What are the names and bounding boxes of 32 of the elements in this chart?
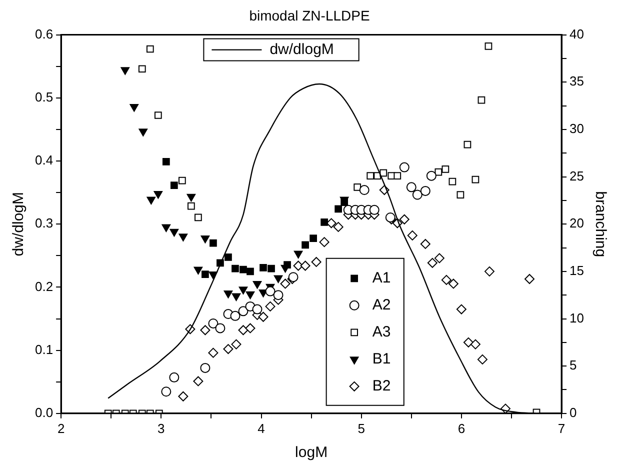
legend-label: B1 <box>372 350 391 368</box>
chart-title: bimodal ZN-LLDPE <box>249 7 370 24</box>
x-axis-title: logM <box>295 444 328 462</box>
y2-tick-label: 35 <box>570 74 584 89</box>
y-axis-title: dw/dlogM <box>10 192 28 256</box>
x-tick-label: 2 <box>57 420 65 436</box>
x-tick-label: 5 <box>358 420 365 436</box>
y-tick-label: 0.5 <box>34 89 54 104</box>
x-tick-label: 4 <box>258 420 265 436</box>
y-tick-label: 0.0 <box>34 404 54 420</box>
y-tick-label: 0.2 <box>34 278 54 294</box>
y-tick-label: 0.3 <box>34 216 54 231</box>
legend-label: A1 <box>372 270 391 287</box>
y-tick-label: 0.1 <box>34 342 54 357</box>
y2-tick-label: 10 <box>570 310 584 326</box>
legend-label: A3 <box>372 324 391 341</box>
y2-axis-title: branching <box>592 191 609 258</box>
legend-label: B2 <box>372 378 391 395</box>
y-tick-label: 0.4 <box>34 152 54 168</box>
y2-tick-label: 5 <box>570 358 577 373</box>
legend-label: A2 <box>372 296 391 314</box>
y2-tick-label: 25 <box>570 168 584 184</box>
y-tick-label: 0.6 <box>34 26 54 42</box>
x-tick-label: 7 <box>558 420 566 436</box>
y2-tick-label: 30 <box>570 121 584 136</box>
x-tick-label: 6 <box>458 420 466 436</box>
y2-tick-label: 0 <box>570 404 577 420</box>
y2-tick-label: 20 <box>570 216 584 231</box>
y2-tick-label: 40 <box>570 26 584 42</box>
x-tick-label: 3 <box>158 420 165 436</box>
legend-label: dw/dlogM <box>270 40 334 58</box>
y2-tick-label: 15 <box>570 263 584 278</box>
